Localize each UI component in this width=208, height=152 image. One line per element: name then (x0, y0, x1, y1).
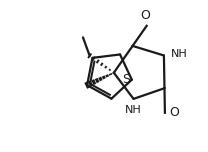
Text: S: S (122, 73, 130, 86)
Text: NH: NH (125, 105, 142, 115)
Text: NH: NH (171, 49, 188, 59)
Text: O: O (169, 106, 179, 119)
Text: O: O (140, 9, 150, 22)
